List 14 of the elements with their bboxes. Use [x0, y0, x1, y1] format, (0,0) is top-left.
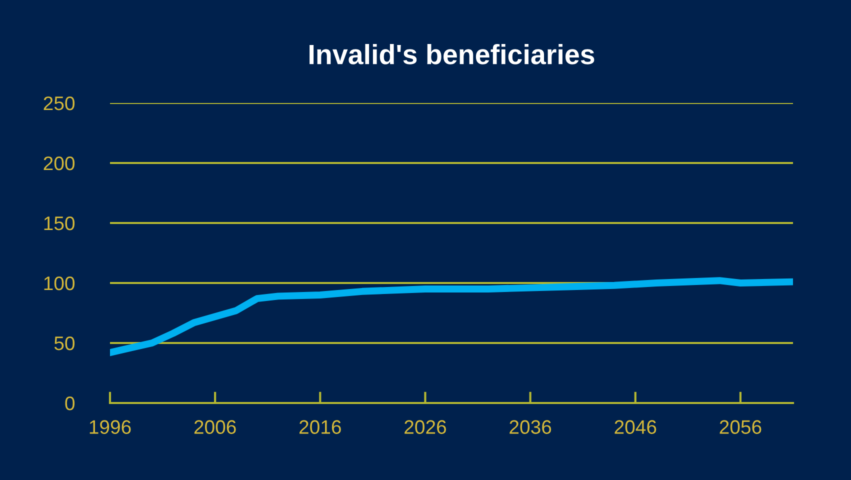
x-tick-label: 2026: [404, 420, 446, 434]
y-tick-label: 50: [54, 336, 75, 350]
y-tick-label: 0: [65, 396, 75, 410]
y-tick-label: 100: [44, 276, 75, 290]
chart-title: Invalid's beneficiaries: [310, 44, 594, 64]
x-tick-label: 2056: [720, 420, 762, 434]
y-tick-label: 200: [44, 156, 75, 170]
y-tick-label: 150: [44, 216, 75, 230]
y-tick-label: 250: [44, 96, 75, 110]
x-tick-label: 2006: [194, 420, 236, 434]
x-tick-label: 2046: [614, 420, 656, 434]
x-tick-label: 2036: [510, 420, 552, 434]
x-tick-label: 1996: [90, 420, 131, 434]
x-tick-label: 2016: [300, 420, 341, 434]
